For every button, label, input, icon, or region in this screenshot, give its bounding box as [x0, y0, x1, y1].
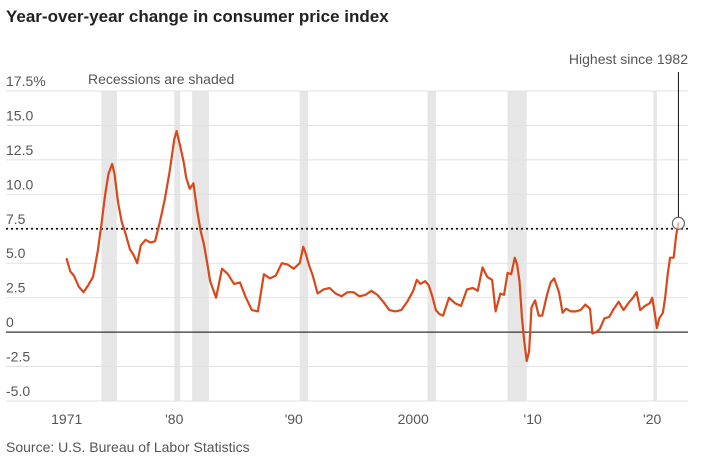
chart-title: Year-over-year change in consumer price …: [6, 7, 389, 26]
y-tick-label-2: 12.5: [6, 142, 33, 158]
x-tick-label-5: '20: [643, 411, 661, 427]
x-tick-label-4: '10: [524, 411, 542, 427]
recession-note: Recessions are shaded: [88, 71, 234, 87]
recession-band-0: [101, 91, 117, 401]
y-tick-label-0: 17.5%: [6, 73, 46, 89]
x-tick-label-3: 2000: [398, 411, 429, 427]
recession-band-1: [174, 91, 181, 401]
x-tick-label-1: '80: [165, 411, 183, 427]
peak-marker: [671, 216, 686, 230]
y-tick-label-7: 0: [6, 314, 14, 330]
y-tick-label-9: -5.0: [6, 383, 30, 399]
y-tick-label-4: 7.5: [6, 211, 26, 227]
recession-band-2: [192, 91, 209, 401]
recession-band-4: [427, 91, 436, 401]
y-tick-label-1: 15.0: [6, 107, 33, 123]
y-tick-label-8: -2.5: [6, 349, 30, 365]
x-axis-tick-labels: 1971 '80 '90 2000 '10 '20: [51, 411, 661, 427]
y-tick-label-5: 5.0: [6, 245, 26, 261]
recession-bands: [101, 91, 657, 401]
x-tick-label-2: '90: [285, 411, 303, 427]
recession-band-6: [653, 91, 657, 401]
cpi-series-line: [65, 129, 680, 363]
recession-band-5: [507, 91, 527, 401]
source-note: Source: U.S. Bureau of Labor Statistics: [6, 439, 250, 455]
x-tick-label-0: 1971: [51, 411, 82, 427]
y-tick-label-3: 10.0: [6, 176, 33, 192]
y-tick-label-6: 2.5: [6, 280, 26, 296]
peak-annotation: Highest since 1982: [569, 51, 688, 67]
y-axis-tick-labels: 17.5% 15.0 12.5 10.0 7.5 5.0 2.5 0 -2.5 -5.0: [6, 73, 46, 399]
